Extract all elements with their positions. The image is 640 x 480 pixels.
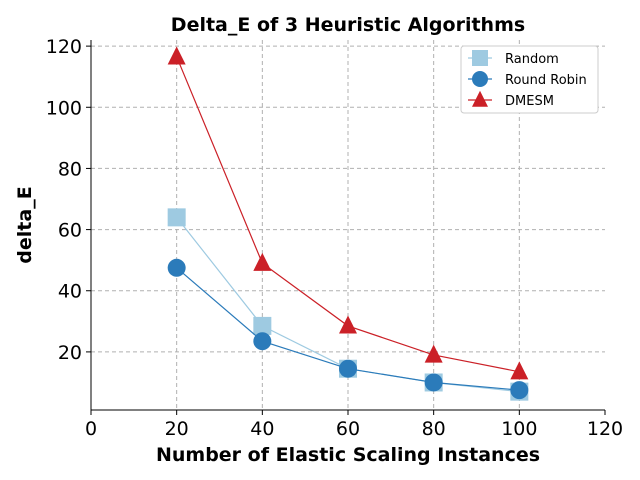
y-tick-label: 40: [58, 281, 82, 303]
y-axis-label: delta_E: [14, 186, 36, 263]
legend-box: [460, 45, 599, 114]
legend-marker-round-robin: [472, 71, 488, 87]
data-point-round-robin: [510, 381, 529, 400]
y-tick-label: 60: [58, 220, 82, 242]
x-tick-label: 100: [501, 418, 537, 440]
x-tick-label: 60: [336, 418, 360, 440]
y-tick-label: 20: [58, 342, 82, 364]
series-layer: [167, 46, 529, 401]
legend-label-dmesm: DMESM: [505, 94, 554, 109]
legend-label-random: Random: [505, 52, 559, 67]
x-tick-label: 120: [587, 418, 623, 440]
tick-layer: 0 20 40 60 80 100 120 20 40 60 80 100 120: [46, 36, 623, 440]
y-tick-label: 100: [46, 97, 82, 119]
data-point-round-robin: [424, 373, 443, 392]
x-tick-label: 80: [422, 418, 446, 440]
data-point-dmesm: [167, 46, 186, 65]
chart-title: Delta_E of 3 Heuristic Algorithms: [171, 14, 525, 36]
data-point-round-robin: [253, 332, 272, 351]
data-point-dmesm: [510, 361, 529, 380]
legend-label-round-robin: Round Robin: [505, 73, 587, 88]
data-point-dmesm: [253, 252, 272, 271]
legend: Random Round Robin DMESM: [460, 45, 599, 114]
data-point-dmesm: [339, 315, 357, 334]
x-tick-label: 0: [85, 418, 97, 440]
x-axis-label: Number of Elastic Scaling Instances: [156, 444, 540, 466]
y-tick-label: 80: [58, 158, 82, 180]
data-point-random: [253, 316, 272, 335]
data-point-round-robin: [339, 359, 357, 378]
x-tick-label: 20: [165, 418, 189, 440]
x-tick-label: 40: [250, 418, 274, 440]
data-point-random: [167, 208, 186, 227]
data-point-round-robin: [167, 258, 186, 277]
data-point-dmesm: [424, 344, 443, 363]
legend-marker-dmesm: [472, 90, 488, 107]
y-tick-label: 120: [46, 36, 82, 58]
legend-marker-random: [472, 50, 488, 66]
